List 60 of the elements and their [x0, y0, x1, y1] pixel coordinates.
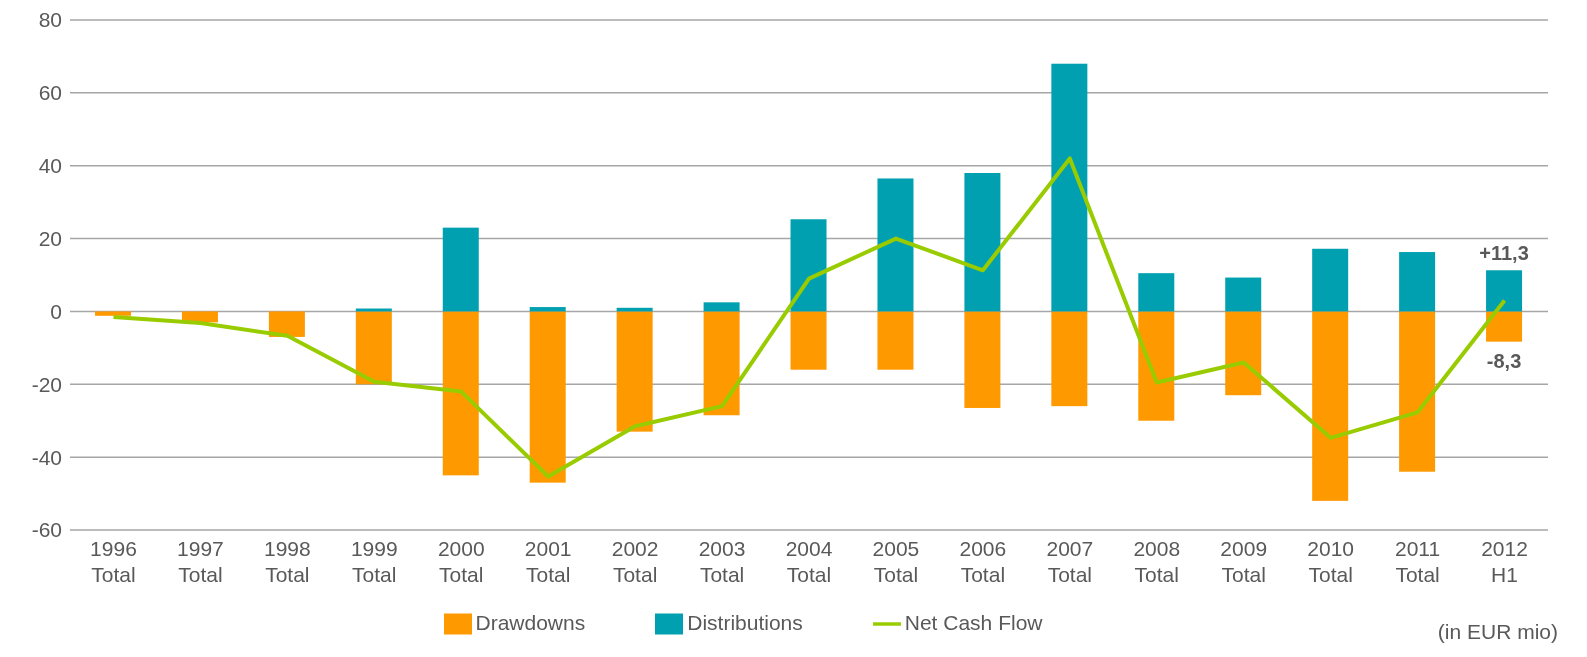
bar	[1399, 311, 1436, 472]
bar	[1051, 63, 1088, 312]
bar	[790, 219, 827, 312]
y-tick-label: -20	[31, 372, 62, 396]
x-tick-label: 2001 Total	[524, 537, 572, 586]
x-tick-label: 1999 Total	[350, 537, 398, 586]
y-tick-label: -40	[31, 445, 62, 469]
x-tick-label: 1997 Total	[177, 537, 224, 586]
bar	[1486, 311, 1523, 342]
x-tick-label: 2011 Total	[1395, 537, 1441, 586]
bar	[1225, 311, 1262, 396]
x-tick-label: 2008 Total	[1133, 537, 1181, 586]
bar	[703, 302, 740, 312]
y-tick-label: 80	[38, 8, 62, 32]
bar	[1225, 277, 1262, 312]
bar	[964, 311, 1001, 408]
bar	[964, 173, 1001, 312]
x-tick-label: 2007 Total	[1046, 537, 1094, 586]
x-tick-label: 2003 Total	[698, 537, 746, 586]
bar	[442, 227, 479, 312]
x-tick-label: 2004 Total	[785, 537, 833, 586]
y-tick-label: 0	[50, 299, 62, 323]
legend-label: Net Cash Flow	[904, 610, 1043, 634]
bar	[529, 311, 566, 483]
bar	[1399, 252, 1436, 312]
bar	[268, 311, 305, 337]
x-tick-label: 2010 Total	[1307, 537, 1355, 586]
y-tick-label: -60	[31, 518, 62, 542]
legend-label: Drawdowns	[475, 610, 586, 634]
data-label: +11,3	[1479, 242, 1529, 265]
data-label: -8,3	[1486, 349, 1522, 372]
y-tick-label: 40	[38, 154, 62, 178]
x-tick-label: 1998 Total	[263, 537, 311, 586]
bar	[442, 311, 479, 476]
bar	[790, 311, 827, 370]
y-tick-label: 60	[38, 81, 62, 105]
bar	[1138, 311, 1175, 421]
bar	[877, 178, 914, 312]
legend-label: Distributions	[687, 610, 803, 634]
x-tick-label: 1996 Total	[90, 537, 137, 586]
bar	[1312, 311, 1349, 501]
bar	[1312, 248, 1349, 312]
bar	[355, 311, 392, 385]
x-tick-label: 2012 H1	[1481, 537, 1528, 586]
bar	[181, 311, 218, 323]
text: (in EUR mio)	[1437, 620, 1558, 644]
x-tick-label: 2009 Total	[1220, 537, 1268, 586]
bar	[1138, 273, 1175, 312]
x-tick-label: 2006 Total	[959, 537, 1007, 586]
x-tick-label: 2000 Total	[437, 537, 485, 586]
y-tick-label: 20	[38, 227, 62, 251]
x-tick-label: 2005 Total	[872, 537, 920, 586]
bar	[1486, 270, 1523, 312]
bar	[1051, 311, 1088, 407]
bar	[95, 311, 131, 316]
bar	[616, 311, 653, 432]
x-tick-label: 2002 Total	[611, 537, 659, 586]
bar	[529, 307, 566, 312]
bar	[877, 311, 914, 370]
bar	[703, 311, 740, 416]
